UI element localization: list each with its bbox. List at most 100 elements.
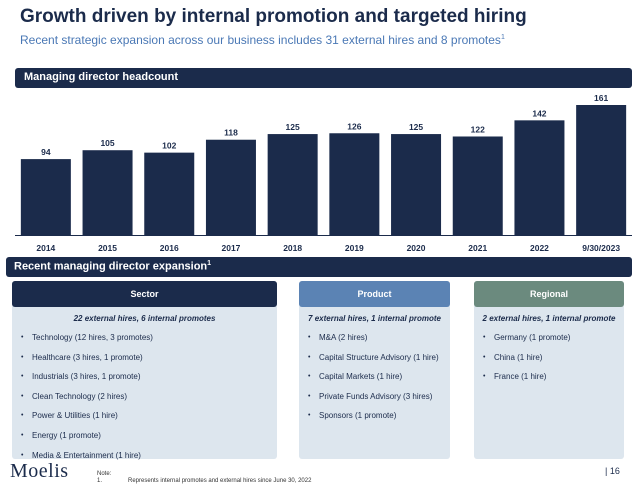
bullet-icon: • (308, 353, 311, 361)
product-list: • M&A (2 hires) • Capital Structure Adviso… (299, 333, 450, 431)
page-title: Growth driven by internal promotion and … (20, 6, 527, 27)
list-item: • Capital Markets (1 hire) (299, 372, 450, 392)
page-number: | 16 (605, 466, 620, 476)
page-subtitle: Recent strategic expansion across our bu… (20, 33, 505, 47)
regional-panel-header: Regional (474, 281, 624, 307)
bullet-icon: • (21, 431, 24, 439)
bar-2019 (329, 133, 380, 235)
sector-panel-header: Sector (12, 281, 277, 307)
x-tick-label-2016: 2016 (160, 243, 179, 253)
moelis-logo: Moelis (10, 460, 69, 482)
bar-2020 (391, 134, 442, 235)
data-label-2014: 94 (41, 147, 51, 157)
bullet-icon: • (483, 334, 486, 341)
note-label: Note: (97, 471, 112, 477)
bar-2014 (20, 159, 71, 235)
list-item-label: Energy (1 promote) (32, 430, 101, 440)
bullet-icon: • (21, 392, 24, 400)
data-label-2020: 125 (409, 122, 423, 132)
bullet-icon: • (21, 334, 24, 341)
note-text: Represents internal promotes and externa… (128, 478, 312, 484)
bullet-icon: • (21, 451, 24, 459)
product-panel-header: Product (299, 281, 450, 307)
list-item-label: Capital Structure Advisory (1 hire) (319, 352, 439, 362)
x-tick-label-2015: 2015 (98, 243, 117, 253)
list-item: • Media & Entertainment (1 hire) (12, 451, 277, 471)
x-tick-label-2021: 2021 (468, 243, 487, 253)
sector-list: • Technology (12 hires, 3 promotes) • Heal… (12, 333, 277, 470)
list-item: • Technology (12 hires, 3 promotes) (12, 333, 277, 353)
sector-summary: 22 external hires, 6 internal promotes (73, 314, 216, 323)
data-label-2016: 102 (162, 141, 176, 151)
list-item: • France (1 hire) (474, 372, 624, 392)
data-label-9/30/2023: 161 (594, 93, 608, 103)
bar-2018 (267, 134, 318, 235)
bullet-icon: • (483, 373, 486, 381)
data-label-2017: 118 (224, 128, 238, 138)
data-label-2019: 126 (347, 121, 361, 131)
expansion-footnote-marker: 1 (207, 260, 212, 267)
list-item-label: Germany (1 promote) (494, 333, 571, 342)
data-label-2022: 142 (532, 108, 546, 118)
x-tick-label-2020: 2020 (407, 243, 426, 253)
x-tick-label-2018: 2018 (283, 243, 302, 253)
list-item: • Power & Utilities (1 hire) (12, 411, 277, 431)
list-item: • Industrials (3 hires, 1 promote) (12, 372, 277, 392)
list-item-label: Power & Utilities (1 hire) (32, 411, 118, 421)
bar-2017 (205, 139, 256, 235)
bullet-icon: • (308, 373, 311, 381)
bullet-icon: • (21, 353, 24, 361)
x-tick-label-2022: 2022 (530, 243, 549, 253)
data-label-2015: 105 (100, 138, 114, 148)
bar-2022 (514, 120, 565, 235)
list-item-label: Media & Entertainment (1 hire) (32, 450, 141, 460)
subtitle-footnote-marker: 1 (500, 34, 505, 41)
list-item-label: Healthcare (3 hires, 1 promote) (32, 352, 143, 362)
note-number: 1. (97, 478, 103, 484)
list-item: • Sponsors (1 promote) (299, 411, 450, 431)
bullet-icon: • (483, 353, 486, 361)
list-item: • Capital Structure Advisory (1 hire) (299, 353, 450, 373)
bar-2015 (82, 150, 133, 235)
x-tick-label-2017: 2017 (221, 243, 240, 253)
data-label-2021: 122 (471, 124, 485, 134)
bar-2021 (452, 136, 503, 235)
bullet-icon: • (21, 373, 24, 381)
list-item: • M&A (2 hires) (299, 333, 450, 353)
list-item-label: Industrials (3 hires, 1 promote) (32, 372, 141, 382)
x-tick-label-9/30/2023: 9/30/2023 (582, 243, 620, 253)
list-item: • Clean Technology (2 hires) (12, 392, 277, 412)
list-item-label: Technology (12 hires, 3 promotes) (32, 333, 153, 342)
bullet-icon: • (308, 392, 311, 400)
headcount-bar-chart: 94 2014 105 2015 102 2016 118 2017 125 2018 126 201… (15, 93, 632, 253)
regional-summary: 2 external hires, 1 internal promote (482, 314, 616, 323)
bar-9/30/2023 (576, 105, 627, 235)
subtitle-text: Recent strategic expansion across our bu… (20, 33, 501, 47)
regional-list: • Germany (1 promote) • China (1 hire) • Fr… (474, 333, 624, 392)
list-item: • Germany (1 promote) (474, 333, 624, 353)
product-summary: 7 external hires, 1 internal promote (308, 314, 441, 323)
bullet-icon: • (308, 412, 311, 420)
bar-2016 (144, 152, 195, 235)
bullet-icon: • (21, 412, 24, 420)
list-item: • China (1 hire) (474, 353, 624, 373)
list-item-label: Sponsors (1 promote) (319, 411, 397, 421)
sector-panel: Sector 22 external hires, 6 internal pro… (12, 281, 277, 460)
list-item-label: Capital Markets (1 hire) (319, 372, 403, 382)
regional-panel: Regional 2 external hires, 1 internal pr… (474, 281, 624, 459)
bullet-icon: • (308, 334, 311, 341)
list-item-label: M&A (2 hires) (319, 333, 368, 342)
list-item-label: Private Funds Advisory (3 hires) (319, 391, 433, 401)
chart-section-header: Managing director headcount (15, 68, 632, 88)
list-item: • Healthcare (3 hires, 1 promote) (12, 353, 277, 373)
list-item: • Energy (1 promote) (12, 431, 277, 451)
product-panel: Product 7 external hires, 1 internal pro… (299, 281, 450, 459)
x-tick-label-2014: 2014 (36, 243, 55, 253)
list-item-label: France (1 hire) (494, 372, 547, 382)
list-item-label: China (1 hire) (494, 352, 543, 362)
expansion-section-header: Recent managing director expansion1 (6, 257, 632, 277)
x-tick-label-2019: 2019 (345, 243, 364, 253)
data-label-2018: 125 (286, 122, 300, 132)
list-item-label: Clean Technology (2 hires) (32, 391, 128, 401)
expansion-header-text: Recent managing director expansion (14, 260, 208, 273)
